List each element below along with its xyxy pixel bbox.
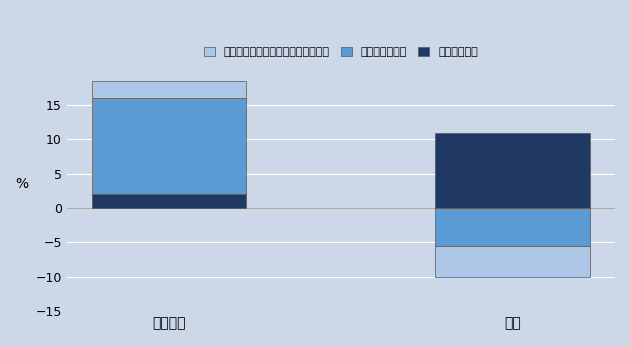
Y-axis label: %: % <box>15 177 28 191</box>
Bar <box>91 81 246 98</box>
Bar <box>91 194 246 208</box>
Bar <box>91 98 246 194</box>
Bar <box>435 208 590 246</box>
Bar <box>435 246 590 277</box>
Legend: 交差項（生産性と企業規模の格差）, 企業規模の格差, 生産性の格差: 交差項（生産性と企業規模の格差）, 企業規模の格差, 生産性の格差 <box>199 43 483 62</box>
Bar <box>435 132 590 208</box>
